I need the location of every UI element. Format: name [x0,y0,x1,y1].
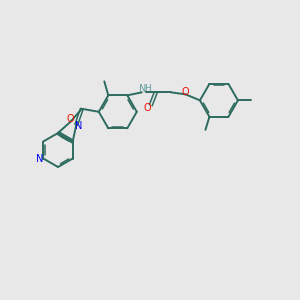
Text: O: O [67,114,74,124]
Text: O: O [144,103,152,113]
Text: N: N [139,84,146,94]
Text: H: H [144,84,151,93]
Text: O: O [182,87,189,97]
Text: N: N [75,121,82,131]
Text: N: N [36,154,43,164]
